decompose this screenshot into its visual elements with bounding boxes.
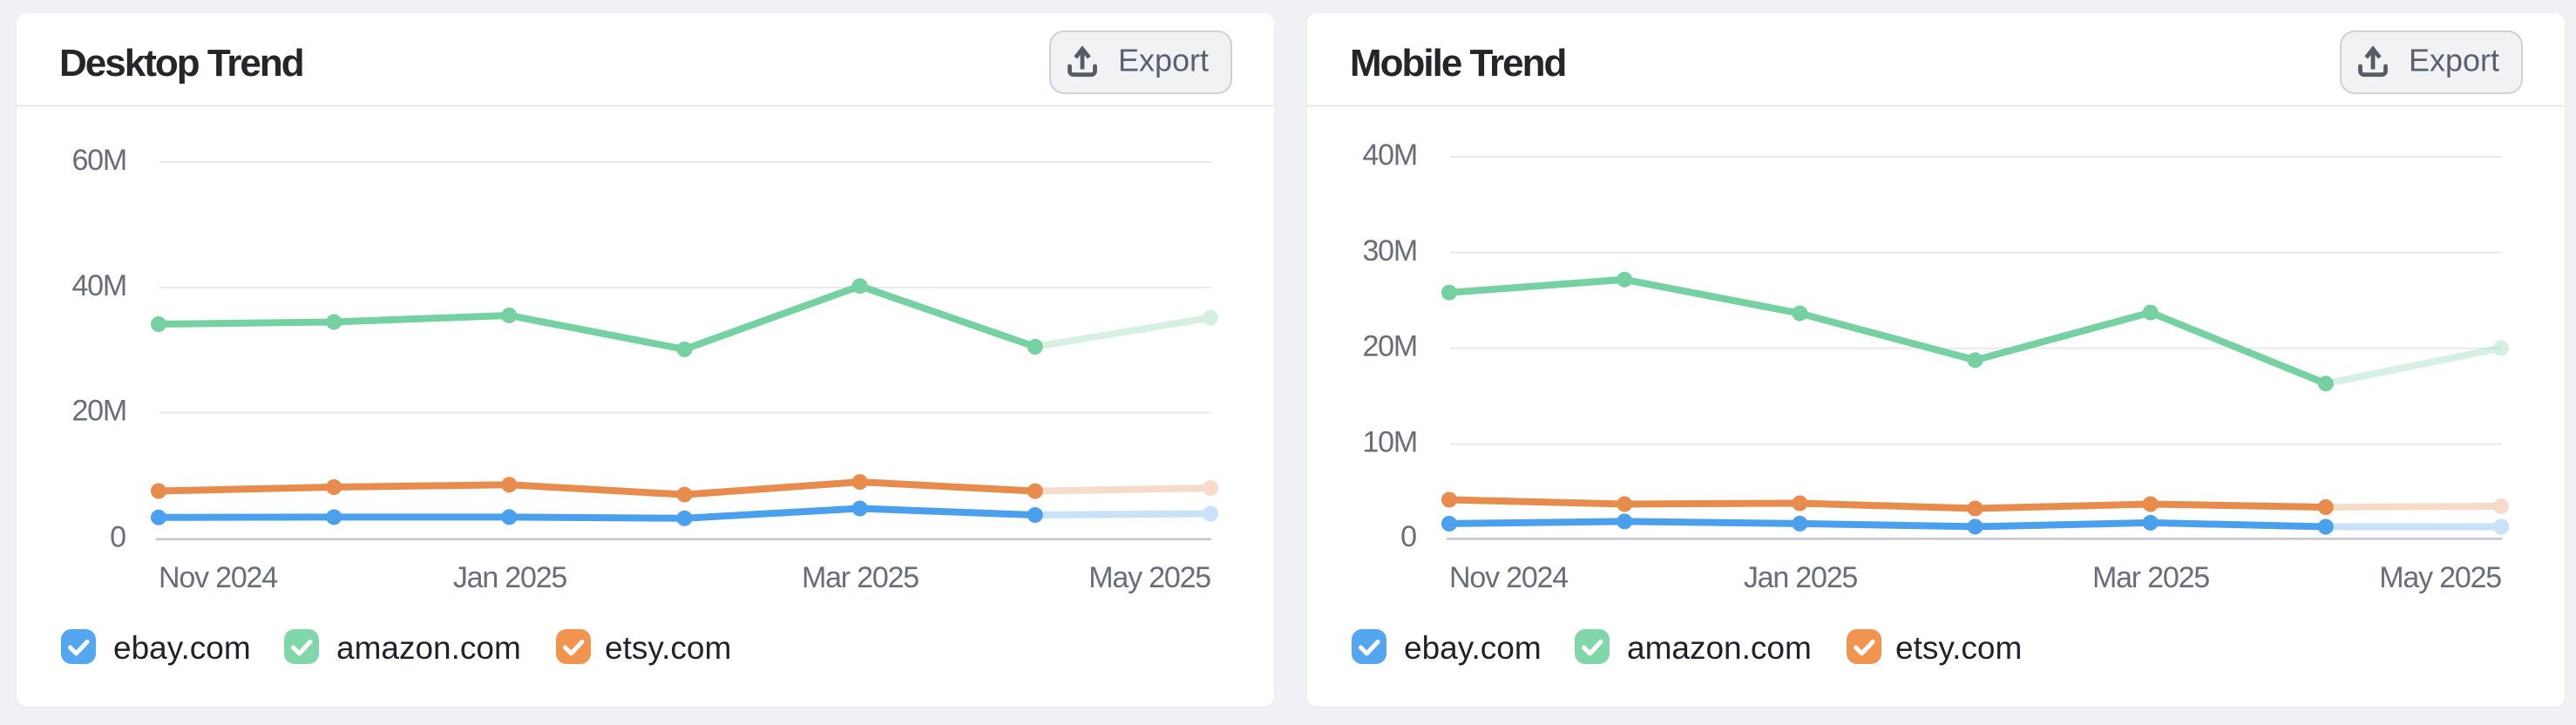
svg-text:ebay.com: ebay.com [1404,630,1542,666]
svg-text:0: 0 [110,521,126,554]
svg-text:Desktop Trend: Desktop Trend [59,42,303,85]
svg-text:May 2025: May 2025 [2379,561,2501,594]
svg-text:20M: 20M [71,395,126,428]
svg-text:Nov 2024: Nov 2024 [1449,561,1568,594]
svg-text:60M: 60M [71,144,126,177]
svg-text:amazon.com: amazon.com [336,630,521,666]
svg-text:amazon.com: amazon.com [1627,630,1812,666]
svg-text:40M: 40M [71,269,126,302]
svg-text:Export: Export [1118,43,1209,78]
svg-text:Mar 2025: Mar 2025 [802,561,919,594]
svg-text:Nov 2024: Nov 2024 [159,561,277,594]
svg-text:Jan 2025: Jan 2025 [1744,561,1858,594]
svg-text:Mar 2025: Mar 2025 [2092,561,2209,594]
svg-text:40M: 40M [1362,139,1417,172]
svg-text:Jan 2025: Jan 2025 [453,561,567,594]
svg-text:20M: 20M [1362,330,1417,363]
svg-text:30M: 30M [1362,234,1417,268]
svg-text:Export: Export [2409,43,2499,78]
svg-text:Mobile Trend: Mobile Trend [1350,42,1565,85]
svg-text:0: 0 [1400,520,1417,553]
svg-text:10M: 10M [1362,426,1417,459]
svg-text:etsy.com: etsy.com [605,630,731,666]
svg-text:May 2025: May 2025 [1088,561,1210,594]
svg-text:etsy.com: etsy.com [1895,630,2022,666]
svg-text:ebay.com: ebay.com [113,630,251,666]
